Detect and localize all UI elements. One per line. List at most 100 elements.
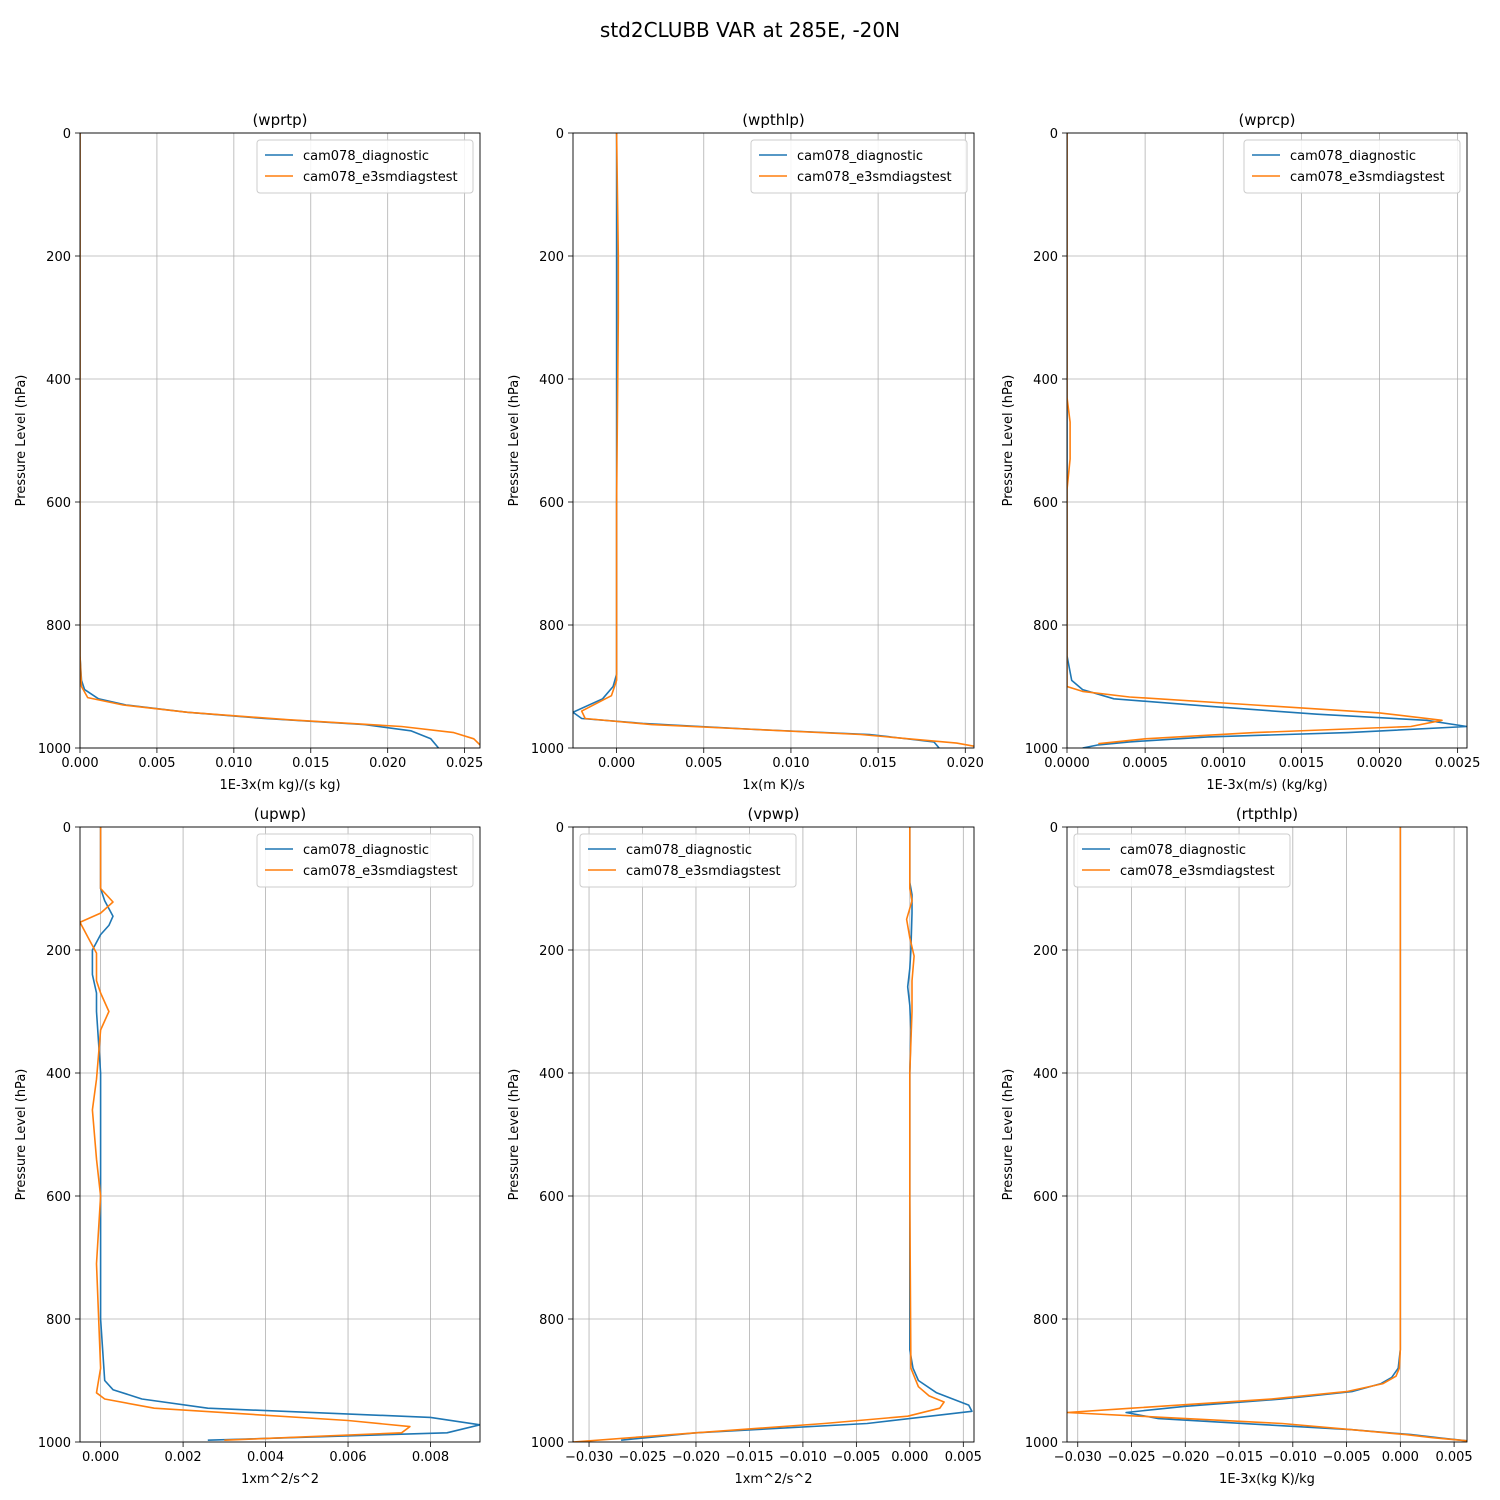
legend-label: cam078_diagnostic xyxy=(797,149,923,164)
legend-label: cam078_e3smdiagstest xyxy=(797,170,952,185)
y-tick-label: 800 xyxy=(539,619,564,634)
x-axis-label: 1xm^2/s^2 xyxy=(734,1472,812,1487)
x-tick-label: 0.0020 xyxy=(1357,756,1403,771)
chart-title: (wpthlp) xyxy=(742,111,805,129)
x-axis-label: 1x(m K)/s xyxy=(742,778,805,793)
series-line xyxy=(80,827,411,1441)
x-tick-label: 0.005 xyxy=(138,756,175,771)
y-tick-label: 800 xyxy=(539,1313,564,1328)
x-tick-label: 0.010 xyxy=(772,756,809,771)
chart-panel: 0.000 0.002 0.004 0.006 0.008 0 200 400 600 800 10… xyxy=(14,805,481,1487)
x-tick-label: 0.015 xyxy=(292,756,329,771)
x-tick-label: −0.025 xyxy=(618,1450,666,1465)
x-tick-label: 0.000 xyxy=(1382,1450,1419,1465)
axes-frame xyxy=(572,132,975,749)
legend-label: cam078_diagnostic xyxy=(1120,843,1246,858)
y-tick-label: 1000 xyxy=(38,1436,71,1451)
legend: cam078_diagnostic cam078_e3smdiagstest xyxy=(256,139,474,194)
chart-title: (vpwp) xyxy=(748,805,800,823)
y-tick-label: 600 xyxy=(539,1190,564,1205)
series-line xyxy=(573,827,945,1442)
y-tick-label: 600 xyxy=(539,496,564,511)
x-tick-label: 0.000 xyxy=(82,1450,119,1465)
x-tick-label: 0.0005 xyxy=(1122,756,1168,771)
axes-frame xyxy=(79,132,481,749)
y-tick-label: 0 xyxy=(63,821,71,836)
y-tick-label: 600 xyxy=(46,496,71,511)
series-line xyxy=(1067,133,1467,748)
series-line xyxy=(80,133,480,746)
y-axis-label: Pressure Level (hPa) xyxy=(1001,375,1016,507)
chart-panel: 0.000 0.005 0.010 0.015 0.020 0.025 0 200 400 600… xyxy=(14,111,483,793)
axes-frame xyxy=(1066,826,1468,1443)
x-tick-label: −0.030 xyxy=(565,1450,613,1465)
x-tick-label: 0.0000 xyxy=(1044,756,1090,771)
axes-frame xyxy=(1066,132,1468,749)
legend-label: cam078_diagnostic xyxy=(303,149,429,164)
chart-title: (upwp) xyxy=(254,805,307,823)
axes-frame xyxy=(572,826,975,1443)
y-tick-label: 400 xyxy=(539,1067,564,1082)
chart-panel: 0.000 0.005 0.010 0.015 0.020 0 200 400 600 800 10… xyxy=(507,111,984,793)
series-line xyxy=(80,133,440,748)
y-tick-label: 0 xyxy=(1050,127,1058,142)
panels: 0.000 0.005 0.010 0.015 0.020 0.025 0 200 400 600… xyxy=(14,111,1480,1487)
y-tick-label: 0 xyxy=(556,821,564,836)
legend-label: cam078_e3smdiagstest xyxy=(1120,864,1275,879)
series-group xyxy=(80,133,480,748)
x-tick-label: 0.000 xyxy=(61,756,98,771)
y-tick-label: 400 xyxy=(46,1067,71,1082)
x-tick-label: 0.008 xyxy=(412,1450,449,1465)
legend-label: cam078_diagnostic xyxy=(303,843,429,858)
x-tick-label: 0.000 xyxy=(891,1450,928,1465)
chart-panel: −0.030 −0.025 −0.020 −0.015 −0.010 −0.005 0.00… xyxy=(1001,805,1473,1487)
chart-panel: 0.0000 0.0005 0.0010 0.0015 0.0020 0.0025 0 200… xyxy=(1001,111,1480,793)
x-tick-label: 0.006 xyxy=(329,1450,366,1465)
x-tick-label: −0.010 xyxy=(1269,1450,1317,1465)
y-tick-label: 1000 xyxy=(1025,1436,1058,1451)
y-axis-label: Pressure Level (hPa) xyxy=(1001,1069,1016,1201)
x-tick-label: 0.015 xyxy=(859,756,896,771)
y-tick-label: 800 xyxy=(46,619,71,634)
legend-box xyxy=(750,139,968,194)
y-tick-label: 1000 xyxy=(38,742,71,757)
x-tick-label: 0.002 xyxy=(164,1450,201,1465)
figure-title: std2CLUBB VAR at 285E, -20N xyxy=(600,18,900,42)
x-tick-label: 0.005 xyxy=(945,1450,982,1465)
x-tick-label: 0.004 xyxy=(247,1450,284,1465)
legend-label: cam078_diagnostic xyxy=(1290,149,1416,164)
chart-title: (wprcp) xyxy=(1238,111,1295,129)
x-tick-label: 0.000 xyxy=(598,756,635,771)
x-tick-label: −0.020 xyxy=(672,1450,720,1465)
x-tick-label: 0.005 xyxy=(685,756,722,771)
y-axis-label: Pressure Level (hPa) xyxy=(507,1069,522,1201)
y-axis-label: Pressure Level (hPa) xyxy=(14,375,29,507)
series-line xyxy=(580,133,974,747)
y-tick-label: 0 xyxy=(556,127,564,142)
y-tick-label: 800 xyxy=(1033,1313,1058,1328)
x-tick-label: 0.020 xyxy=(947,756,984,771)
y-tick-label: 0 xyxy=(1050,821,1058,836)
legend: cam078_diagnostic cam078_e3smdiagstest xyxy=(1243,139,1461,194)
chart-title: (wprtp) xyxy=(252,111,307,129)
legend-label: cam078_e3smdiagstest xyxy=(1290,170,1445,185)
x-tick-label: −0.005 xyxy=(1323,1450,1371,1465)
y-tick-label: 0 xyxy=(63,127,71,142)
x-tick-label: −0.005 xyxy=(832,1450,880,1465)
x-tick-label: 0.0025 xyxy=(1435,756,1481,771)
x-tick-label: −0.010 xyxy=(779,1450,827,1465)
y-tick-label: 200 xyxy=(539,250,564,265)
y-tick-label: 600 xyxy=(1033,496,1058,511)
y-tick-label: 200 xyxy=(46,250,71,265)
x-axis-label: 1xm^2/s^2 xyxy=(241,1472,319,1487)
y-tick-label: 400 xyxy=(1033,373,1058,388)
y-tick-label: 800 xyxy=(46,1313,71,1328)
x-axis-label: 1E-3x(m/s) (kg/kg) xyxy=(1206,778,1327,793)
x-tick-label: −0.025 xyxy=(1107,1450,1155,1465)
x-tick-label: −0.015 xyxy=(725,1450,773,1465)
x-tick-label: 0.005 xyxy=(1435,1450,1472,1465)
x-tick-label: 0.010 xyxy=(215,756,252,771)
legend-label: cam078_e3smdiagstest xyxy=(626,864,781,879)
y-tick-label: 200 xyxy=(1033,250,1058,265)
axes-frame xyxy=(79,826,481,1443)
